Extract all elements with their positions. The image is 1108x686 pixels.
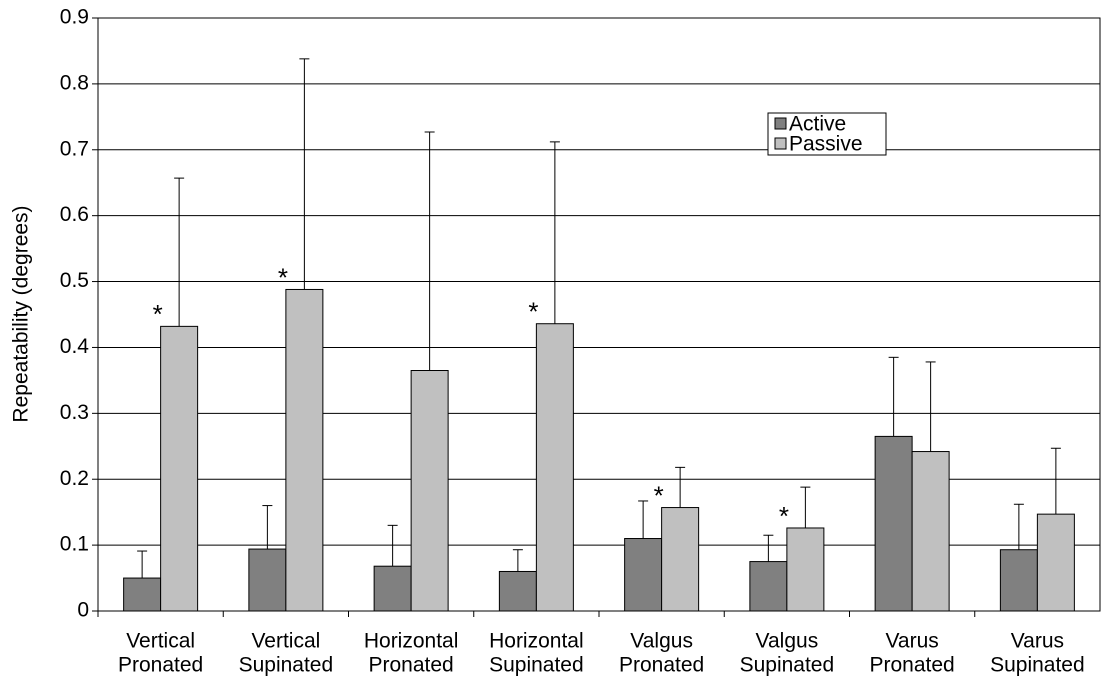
y-tick-label: 0: [77, 599, 89, 622]
y-tick-label: 0.3: [60, 401, 89, 424]
bar: [285, 288, 324, 612]
bar: [535, 323, 574, 612]
bar: [661, 507, 700, 612]
x-tick-label: Supinated: [740, 654, 835, 677]
legend-swatch: [774, 117, 787, 130]
bar: [123, 577, 162, 612]
bar: [160, 325, 199, 612]
bar: [373, 565, 412, 612]
x-tick-label: Horizontal: [364, 630, 459, 653]
y-tick-label: 0.8: [60, 71, 89, 94]
y-tick-label: 0.1: [60, 533, 89, 556]
x-tick-label: Valgus: [630, 630, 693, 653]
x-tick-label: Pronated: [619, 654, 704, 677]
bar: [248, 548, 287, 612]
x-tick-label: Supinated: [990, 654, 1085, 677]
bar: [911, 451, 950, 612]
x-tick-label: Varus: [885, 630, 938, 653]
x-tick-label: Pronated: [118, 654, 203, 677]
legend-label: Passive: [789, 133, 863, 156]
x-tick-label: Horizontal: [489, 630, 584, 653]
y-tick-label: 0.9: [60, 6, 89, 29]
y-tick-label: 0.4: [60, 335, 90, 358]
bar: [749, 561, 788, 612]
annotation: *: [654, 480, 664, 510]
x-tick-label: Varus: [1011, 630, 1064, 653]
bar: [1036, 513, 1075, 612]
x-tick-label: Vertical: [251, 630, 320, 653]
x-tick-label: Pronated: [870, 654, 955, 677]
plot-border: [97, 17, 1101, 612]
annotation: *: [278, 262, 288, 292]
y-axis-label: Repeatability (degrees): [10, 205, 33, 422]
y-tick-label: 0.2: [60, 467, 89, 490]
annotation: *: [528, 297, 538, 327]
x-tick-label: Pronated: [369, 654, 454, 677]
legend-box: [767, 112, 887, 156]
legend-label: Active: [789, 113, 846, 136]
bar: [410, 370, 449, 612]
y-tick-label: 0.7: [60, 137, 89, 160]
bar: [874, 435, 913, 612]
bar: [786, 527, 825, 612]
x-tick-label: Vertical: [126, 630, 195, 653]
annotation: *: [153, 299, 163, 329]
bar: [498, 570, 537, 612]
bar: [624, 538, 663, 612]
annotation: *: [779, 501, 789, 531]
x-tick-label: Supinated: [489, 654, 584, 677]
legend-swatch: [774, 137, 787, 150]
x-tick-label: Valgus: [756, 630, 819, 653]
x-tick-label: Supinated: [239, 654, 334, 677]
bar: [999, 549, 1038, 612]
y-tick-label: 0.5: [60, 269, 89, 292]
y-tick-label: 0.6: [60, 203, 89, 226]
